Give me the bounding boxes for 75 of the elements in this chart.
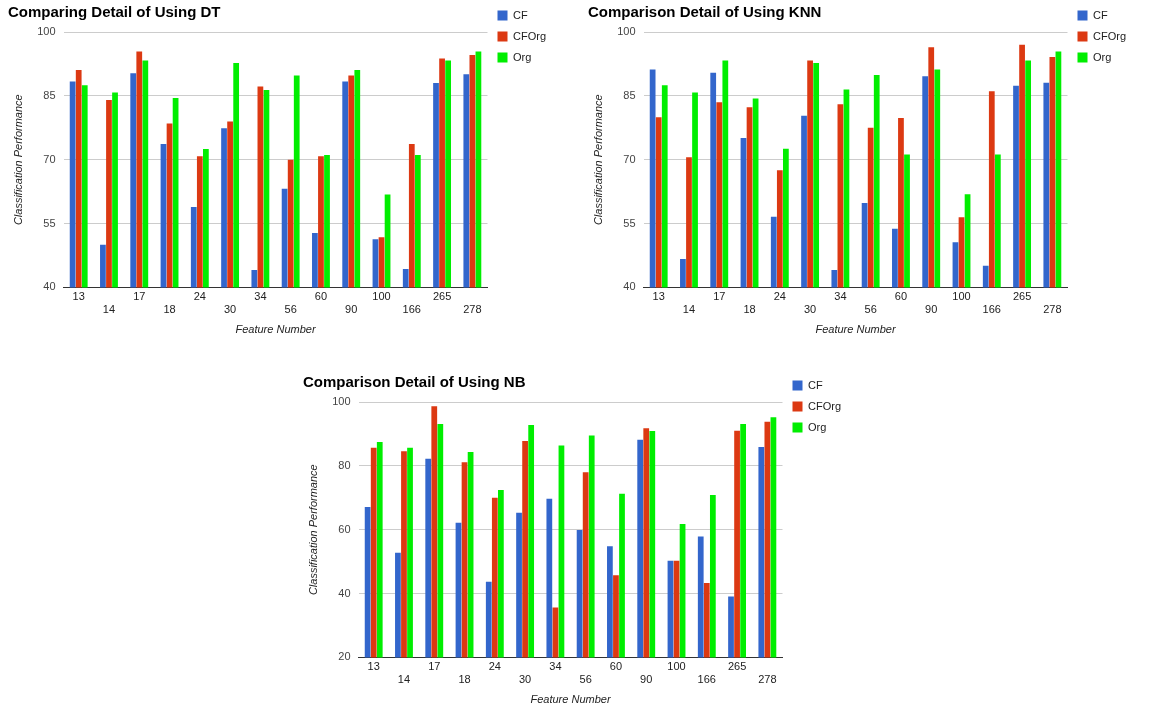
legend-label: CF — [513, 8, 528, 21]
x-tick-label: 56 — [864, 303, 877, 316]
x-tick-label: 90 — [345, 303, 358, 316]
y-tick-label: 85 — [623, 88, 636, 101]
y-axis-title: Classification Performance — [306, 464, 319, 596]
x-axis-title: Feature Number — [815, 323, 897, 336]
x-tick-label: 166 — [697, 673, 716, 686]
y-tick-label: 80 — [338, 458, 351, 471]
x-tick-label: 13 — [367, 660, 380, 673]
x-tick-label: 34 — [549, 660, 562, 673]
x-tick-label: 13 — [72, 290, 85, 303]
x-tick-label: 278 — [758, 673, 777, 686]
y-tick-label: 70 — [623, 152, 636, 165]
y-axis-title: Classification Performance — [591, 94, 604, 226]
x-tick-label: 30 — [803, 303, 817, 316]
y-axis-title: Classification Performance — [11, 94, 24, 226]
x-tick-label: 17 — [713, 290, 726, 303]
x-tick-label: 24 — [193, 290, 206, 303]
chart-title: Comparison Detail of Using KNN — [588, 3, 822, 21]
x-tick-label: 265 — [727, 660, 747, 673]
y-tick-label: 40 — [338, 586, 351, 599]
y-tick-label: 85 — [43, 88, 56, 101]
y-tick-label: 55 — [623, 216, 636, 229]
x-tick-label: 14 — [102, 303, 116, 316]
legend-label: CFOrg — [513, 29, 546, 42]
x-tick-label: 18 — [458, 673, 471, 686]
legend-label: Org — [1093, 50, 1112, 63]
x-tick-label: 14 — [397, 673, 411, 686]
y-tick-label: 70 — [43, 152, 56, 165]
x-axis-title: Feature Number — [530, 693, 612, 706]
x-tick-label: 100 — [667, 660, 686, 673]
x-tick-label: 60 — [609, 660, 623, 673]
x-tick-label: 278 — [1043, 303, 1062, 316]
x-tick-label: 60 — [314, 290, 328, 303]
x-tick-label: 56 — [284, 303, 297, 316]
chart-title: Comparing Detail of Using DT — [8, 3, 221, 21]
x-tick-label: 265 — [432, 290, 452, 303]
y-tick-label: 100 — [617, 25, 636, 38]
legend-label: CF — [1093, 8, 1108, 21]
x-tick-label: 34 — [254, 290, 267, 303]
x-tick-label: 90 — [640, 673, 653, 686]
x-tick-label: 60 — [894, 290, 908, 303]
x-tick-label: 24 — [773, 290, 786, 303]
x-tick-label: 17 — [133, 290, 146, 303]
y-tick-label: 100 — [37, 25, 56, 38]
legend-label: Org — [513, 50, 532, 63]
x-tick-label: 13 — [652, 290, 665, 303]
y-tick-label: 40 — [623, 280, 636, 293]
x-tick-label: 166 — [982, 303, 1001, 316]
x-tick-label: 166 — [402, 303, 421, 316]
x-tick-label: 34 — [834, 290, 847, 303]
x-tick-label: 100 — [952, 290, 971, 303]
y-tick-label: 100 — [332, 395, 351, 408]
x-tick-label: 17 — [428, 660, 441, 673]
legend-label: CFOrg — [1093, 29, 1126, 42]
y-tick-label: 40 — [43, 280, 56, 293]
x-axis-title: Feature Number — [235, 323, 317, 336]
chart-title: Comparison Detail of Using NB — [303, 373, 526, 391]
legend-label: CF — [808, 378, 823, 391]
y-tick-label: 60 — [338, 522, 351, 535]
x-tick-label: 30 — [223, 303, 237, 316]
y-tick-label: 20 — [338, 650, 351, 663]
x-tick-label: 24 — [488, 660, 501, 673]
x-tick-label: 278 — [463, 303, 482, 316]
y-tick-label: 55 — [43, 216, 56, 229]
x-tick-label: 14 — [682, 303, 696, 316]
x-tick-label: 30 — [518, 673, 532, 686]
x-tick-label: 265 — [1012, 290, 1032, 303]
x-tick-label: 100 — [372, 290, 391, 303]
x-tick-label: 56 — [579, 673, 592, 686]
x-tick-label: 90 — [925, 303, 938, 316]
legend-label: CFOrg — [808, 399, 841, 412]
x-tick-label: 18 — [163, 303, 176, 316]
legend-label: Org — [808, 420, 827, 433]
x-tick-label: 18 — [743, 303, 756, 316]
